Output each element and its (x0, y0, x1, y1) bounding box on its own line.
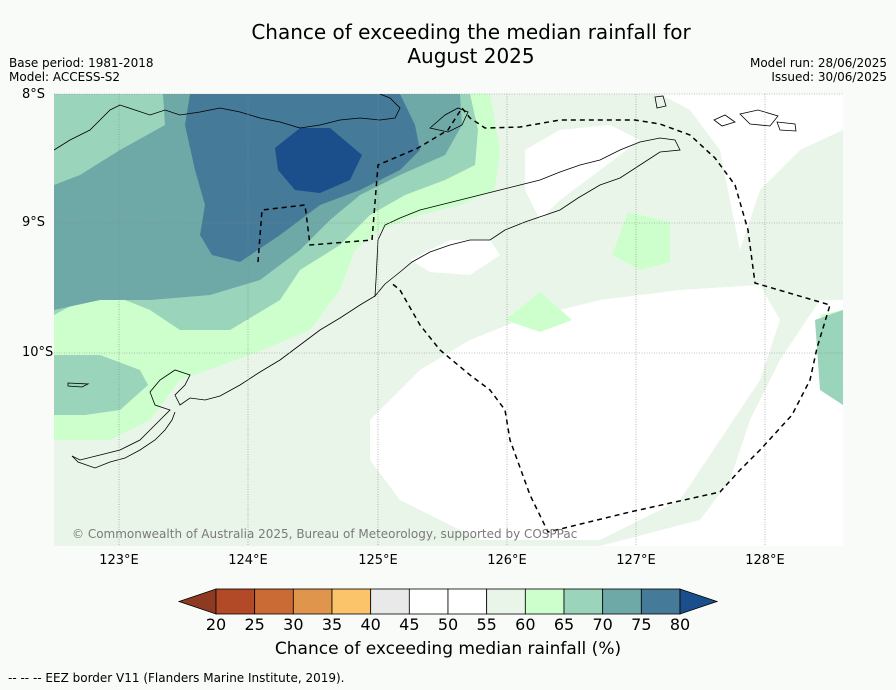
colorbar-segment (254, 588, 294, 615)
eez-legend-note: -- -- -- EEZ border V11 (Flanders Marine… (8, 671, 345, 685)
region-50-55-b (410, 240, 500, 275)
lon-label-128e: 128°E (745, 553, 785, 568)
colorbar-segment (370, 588, 410, 615)
probability-field (54, 94, 843, 546)
island-east-1 (713, 114, 736, 127)
wetar-coast (654, 95, 667, 109)
lon-label-127e: 127°E (616, 553, 656, 568)
title-line-1: Chance of exceeding the median rainfall … (251, 20, 691, 44)
colorbar-extend-low (177, 588, 217, 615)
colorbar-segment (486, 588, 526, 615)
region-65-70-b (54, 355, 148, 415)
island-east-3 (776, 121, 797, 132)
lat-label-10s: 10°S (22, 345, 54, 360)
model-name: Model: ACCESS-S2 (9, 70, 121, 84)
colorbar-tick-label: 20 (205, 615, 227, 634)
island-east-2 (739, 109, 779, 127)
flores-coast (54, 94, 401, 151)
colorbar-tick-label: 25 (244, 615, 265, 634)
lon-label-123e: 123°E (99, 553, 139, 568)
colorbar-tick-label: 35 (321, 615, 343, 634)
small-island-west (67, 382, 90, 388)
colorbar-segment (602, 588, 642, 615)
roti-savu-coast (71, 411, 176, 469)
lon-label-125e: 125°E (358, 553, 398, 568)
colorbar-segment (292, 588, 333, 615)
colorbar-segment (447, 588, 488, 615)
colorbar-tick-label: 40 (360, 615, 381, 634)
colorbar-segment (524, 588, 565, 615)
colorbar-extend-high (679, 588, 719, 615)
region-50-55-e (525, 382, 562, 443)
model-run: Model run: 28/06/2025 (749, 56, 887, 70)
colorbar-segment (563, 588, 604, 615)
timor-north-coast (374, 137, 681, 298)
colorbar-tick-label: 45 (399, 615, 420, 634)
colorbar-segment (640, 588, 681, 615)
colorbar-tick-label: 30 (283, 615, 304, 634)
colorbar-segment (408, 588, 449, 615)
colorbar-tick-label: 55 (476, 615, 497, 634)
graticule (54, 93, 843, 546)
copyright-notice: © Commonwealth of Australia 2025, Bureau… (72, 527, 578, 541)
timor-south-coast (71, 295, 376, 461)
region-60-65-b (505, 292, 572, 332)
region-60-65-c (612, 212, 670, 270)
region-50-55-d (660, 94, 843, 250)
eez-border (257, 106, 831, 533)
colorbar-label: Chance of exceeding median rainfall (%) (274, 639, 622, 659)
colorbar-segment (331, 588, 372, 615)
lon-label-126e: 126°E (487, 553, 527, 568)
colorbar (177, 588, 719, 615)
colorbar-tick-label: 50 (437, 615, 459, 634)
colorbar-tick-label: 60 (515, 615, 536, 634)
coastline (54, 94, 797, 469)
meta-left: Base period: 1981-2018 Model: ACCESS-S2 (9, 56, 154, 84)
colorbar-tick-label: 80 (669, 615, 691, 634)
lon-label-124e: 124°E (228, 553, 268, 568)
colorbar-tick-label: 75 (631, 615, 652, 634)
base-period: Base period: 1981-2018 (9, 56, 154, 70)
region-50-55-a (370, 285, 780, 540)
lat-label-9s: 9°S (22, 215, 46, 230)
lat-label-8s: 8°S (22, 87, 46, 102)
region-50-55-c (525, 125, 640, 220)
map-title: Chance of exceeding the median rainfall … (0, 20, 896, 68)
colorbar-tick-label: 65 (553, 615, 575, 634)
title-line-2: August 2025 (407, 44, 535, 68)
alor-coast (429, 107, 469, 133)
issued-date: Issued: 30/06/2025 (771, 70, 887, 84)
colorbar-segment (215, 588, 256, 615)
region-80-plus (275, 128, 362, 193)
meta-right: Model run: 28/06/2025 Issued: 30/06/2025 (750, 56, 887, 84)
colorbar-tick-label: 70 (592, 615, 613, 634)
